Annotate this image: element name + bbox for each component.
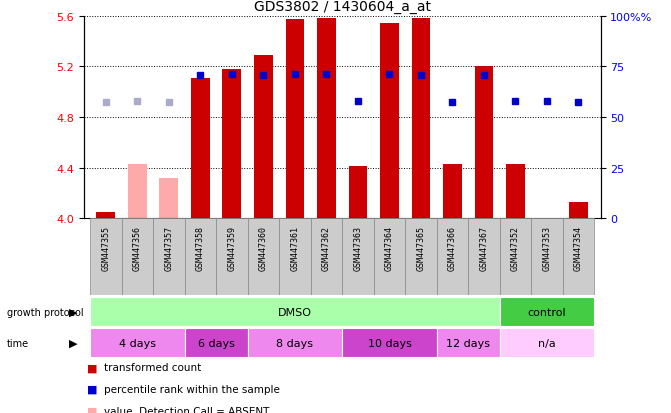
Bar [374,219,405,295]
Bar [317,19,336,219]
Bar [380,24,399,219]
Text: 10 days: 10 days [368,338,411,348]
Text: 12 days: 12 days [446,338,491,348]
Bar [437,328,500,357]
Text: ■: ■ [87,406,98,413]
Text: GSM447362: GSM447362 [322,225,331,270]
Text: 6 days: 6 days [198,338,235,348]
Text: GSM447363: GSM447363 [354,225,362,270]
Text: GSM447367: GSM447367 [480,225,488,270]
Text: ■: ■ [87,384,98,394]
Bar [348,167,368,219]
Bar [437,219,468,295]
Bar [279,219,311,295]
Text: 8 days: 8 days [276,338,313,348]
Bar [97,213,115,219]
Text: GSM447360: GSM447360 [259,225,268,270]
Bar [500,328,595,357]
Text: GSM447353: GSM447353 [542,225,552,270]
Bar [121,219,153,295]
Bar [563,219,595,295]
Text: GSM447357: GSM447357 [164,225,173,270]
Bar [160,178,178,219]
Text: control: control [527,307,566,317]
Bar [506,164,525,219]
Bar [411,19,430,219]
Bar [216,219,248,295]
Bar [254,56,273,219]
Bar [468,219,500,295]
Text: n/a: n/a [538,338,556,348]
Bar [185,219,216,295]
Text: ■: ■ [87,363,98,373]
Bar [474,67,493,219]
Text: GSM447356: GSM447356 [133,225,142,270]
Text: growth protocol: growth protocol [7,307,83,317]
Bar [90,219,121,295]
Bar [90,297,500,326]
Text: GSM447358: GSM447358 [196,225,205,270]
Bar [285,20,305,219]
Bar [443,164,462,219]
Text: GSM447354: GSM447354 [574,225,583,270]
Text: ▶: ▶ [68,307,77,317]
Text: ▶: ▶ [68,338,77,348]
Bar [248,219,279,295]
Text: GSM447366: GSM447366 [448,225,457,270]
Bar [311,219,342,295]
Text: value, Detection Call = ABSENT: value, Detection Call = ABSENT [104,406,269,413]
Text: GSM447364: GSM447364 [385,225,394,270]
Text: GSM447365: GSM447365 [417,225,425,270]
Bar [342,328,437,357]
Bar [531,219,563,295]
Text: GSM447359: GSM447359 [227,225,236,270]
Bar [500,297,595,326]
Bar [90,328,185,357]
Title: GDS3802 / 1430604_a_at: GDS3802 / 1430604_a_at [254,0,431,14]
Bar [569,202,588,219]
Bar [153,219,185,295]
Text: GSM447352: GSM447352 [511,225,520,270]
Bar [405,219,437,295]
Bar [342,219,374,295]
Text: DMSO: DMSO [278,307,312,317]
Text: transformed count: transformed count [104,363,201,373]
Bar [223,70,242,219]
Bar [248,328,342,357]
Text: 4 days: 4 days [119,338,156,348]
Text: GSM447361: GSM447361 [291,225,299,270]
Text: GSM447355: GSM447355 [101,225,111,270]
Text: time: time [7,338,29,348]
Bar [128,164,147,219]
Bar [500,219,531,295]
Bar [191,78,210,219]
Text: percentile rank within the sample: percentile rank within the sample [104,384,280,394]
Bar [185,328,248,357]
